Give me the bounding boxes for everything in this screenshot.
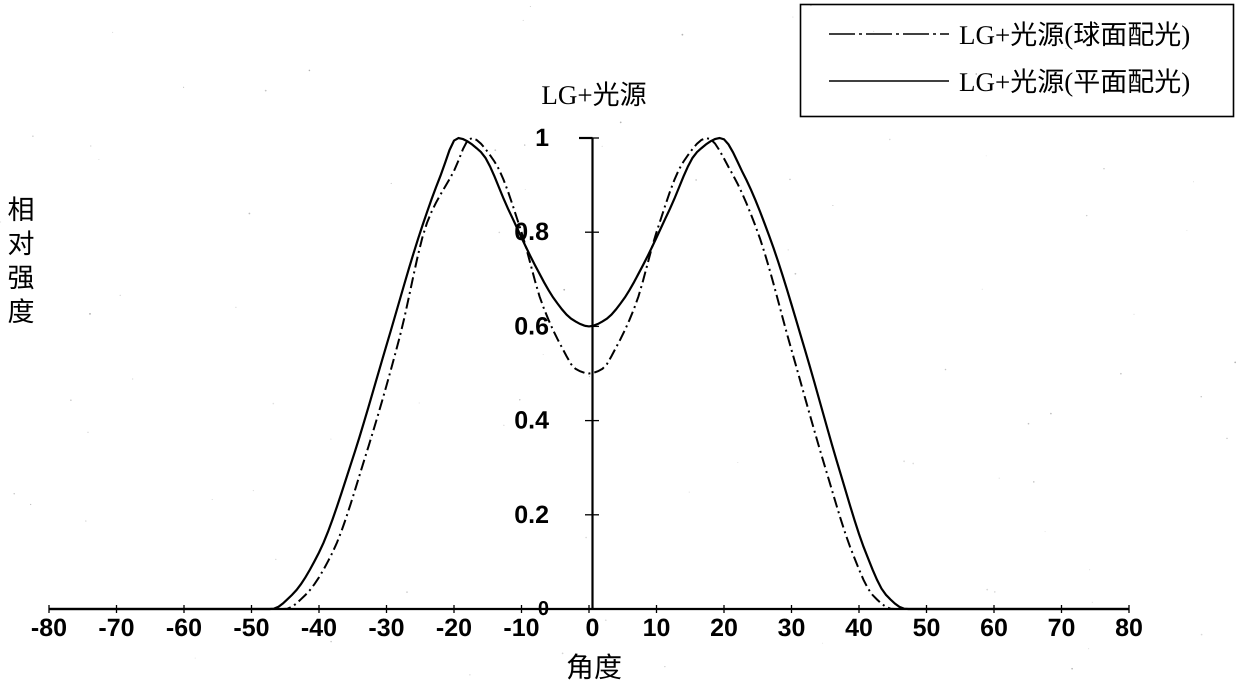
svg-text:0: 0 bbox=[538, 598, 549, 620]
svg-text:-40: -40 bbox=[301, 614, 337, 642]
svg-text:0.2: 0.2 bbox=[514, 501, 549, 529]
svg-text:-60: -60 bbox=[166, 614, 202, 642]
svg-text:角度: 角度 bbox=[566, 653, 622, 684]
svg-text:1: 1 bbox=[535, 124, 549, 152]
svg-text:-30: -30 bbox=[368, 614, 404, 642]
svg-text:0: 0 bbox=[586, 614, 600, 642]
svg-text:LG+光源: LG+光源 bbox=[541, 80, 646, 110]
svg-text:0.8: 0.8 bbox=[514, 218, 549, 246]
svg-text:-20: -20 bbox=[436, 614, 472, 642]
svg-text:LG+光源(平面配光): LG+光源(平面配光) bbox=[959, 67, 1190, 97]
svg-text:-50: -50 bbox=[233, 614, 269, 642]
svg-text:20: 20 bbox=[710, 614, 738, 642]
svg-text:-10: -10 bbox=[503, 614, 539, 642]
svg-text:60: 60 bbox=[980, 614, 1008, 642]
svg-text:LG+光源(球面配光): LG+光源(球面配光) bbox=[959, 20, 1190, 50]
svg-text:50: 50 bbox=[913, 614, 941, 642]
svg-text:30: 30 bbox=[778, 614, 806, 642]
svg-text:-70: -70 bbox=[98, 614, 134, 642]
svg-text:0.4: 0.4 bbox=[514, 407, 549, 435]
svg-text:80: 80 bbox=[1115, 614, 1143, 642]
svg-text:70: 70 bbox=[1048, 614, 1076, 642]
svg-text:40: 40 bbox=[845, 614, 873, 642]
svg-text:-80: -80 bbox=[31, 614, 67, 642]
svg-text:10: 10 bbox=[643, 614, 671, 642]
svg-text:0.6: 0.6 bbox=[514, 312, 549, 340]
